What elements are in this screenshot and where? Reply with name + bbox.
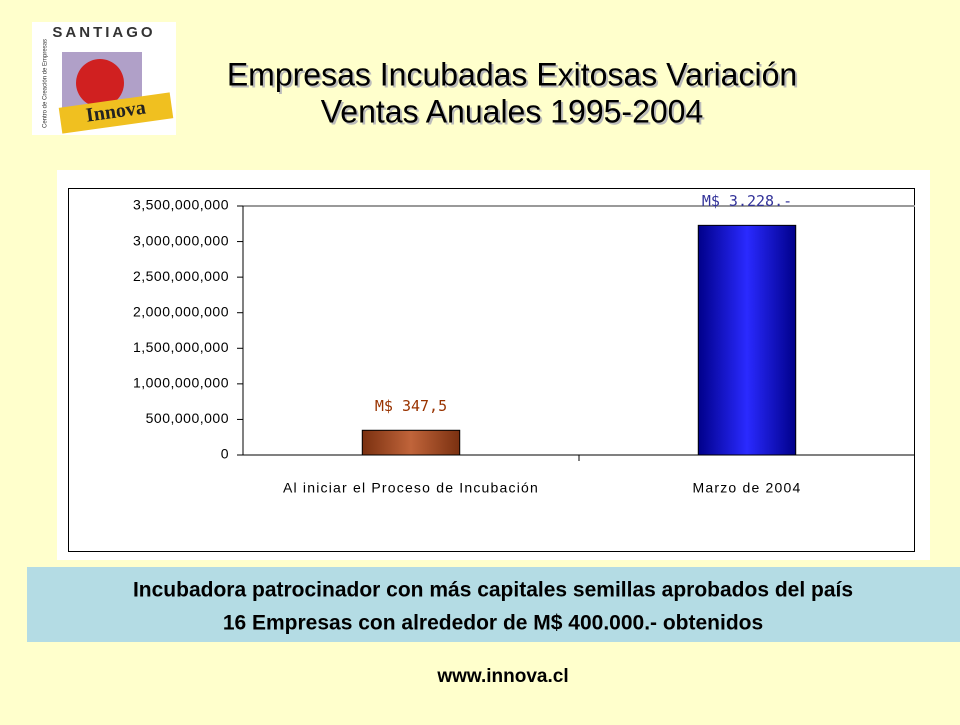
plot: 0 500,000,000 1,000,000,000 1,500,000,000 2,… bbox=[133, 192, 915, 496]
bar bbox=[361, 429, 461, 456]
logo-circle bbox=[76, 59, 124, 107]
note-line: 16 Empresas con alrededor de M$ 400.000.… bbox=[223, 612, 763, 635]
note-line: Incubadora patrocinador con más capitale… bbox=[133, 579, 853, 602]
y-tick-label: 2,000,000,000 bbox=[133, 303, 229, 319]
chart-title: Ventas Anuales 1995-2004 bbox=[321, 93, 704, 129]
logo: SANTIAGO Centro de Creación de Empresas … bbox=[32, 22, 176, 135]
chart-border bbox=[68, 188, 915, 552]
logo-side: Centro de Creación de Empresas bbox=[43, 39, 49, 128]
x-tick-label: Al iniciar el Proceso de Incubación bbox=[283, 480, 539, 496]
bar bbox=[697, 224, 797, 456]
x-tick-label: Marzo de 2004 bbox=[693, 480, 802, 496]
y-tick-label: 500,000,000 bbox=[146, 410, 229, 426]
logo-band bbox=[58, 92, 174, 134]
logo-top: SANTIAGO bbox=[52, 24, 155, 41]
y-tick-label: 3,000,000,000 bbox=[133, 232, 229, 248]
title-shadow: Empresas Incubadas Exitosas Variación bbox=[229, 58, 799, 94]
chart-panel bbox=[57, 170, 930, 560]
y-tick-label: 1,500,000,000 bbox=[133, 339, 229, 355]
y-tick-label: 0 bbox=[221, 446, 229, 462]
note-box bbox=[27, 567, 960, 642]
value-label: M$ 3.228.- bbox=[702, 192, 792, 210]
chart-title: Empresas Incubadas Exitosas Variación bbox=[227, 56, 797, 92]
url: www.innova.cl bbox=[436, 666, 568, 687]
value-label: M$ 347,5 bbox=[375, 397, 447, 415]
y-tick-label: 2,500,000,000 bbox=[133, 268, 229, 284]
title-shadow: Ventas Anuales 1995-2004 bbox=[323, 95, 706, 131]
y-tick-label: 3,500,000,000 bbox=[133, 197, 229, 213]
y-tick-label: 1,000,000,000 bbox=[133, 375, 229, 391]
